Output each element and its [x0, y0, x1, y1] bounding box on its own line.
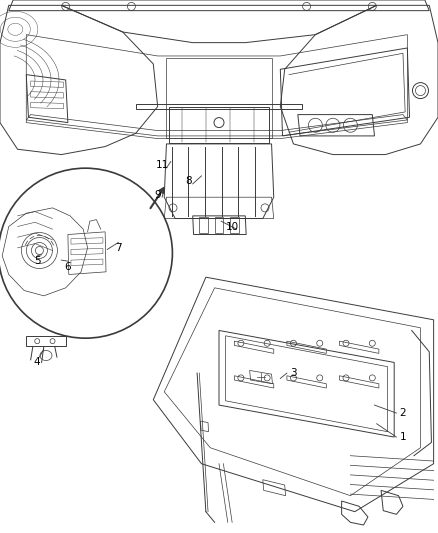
Text: 7: 7	[115, 243, 122, 253]
Text: 6: 6	[64, 262, 71, 271]
Text: 8: 8	[185, 176, 192, 186]
Text: 10: 10	[226, 222, 239, 231]
Text: 5: 5	[34, 256, 41, 266]
Text: 11: 11	[155, 160, 169, 170]
Text: 2: 2	[399, 408, 406, 418]
Text: 9: 9	[154, 190, 161, 199]
Text: 1: 1	[399, 432, 406, 442]
Text: 3: 3	[290, 368, 297, 378]
Text: 4: 4	[34, 358, 41, 367]
